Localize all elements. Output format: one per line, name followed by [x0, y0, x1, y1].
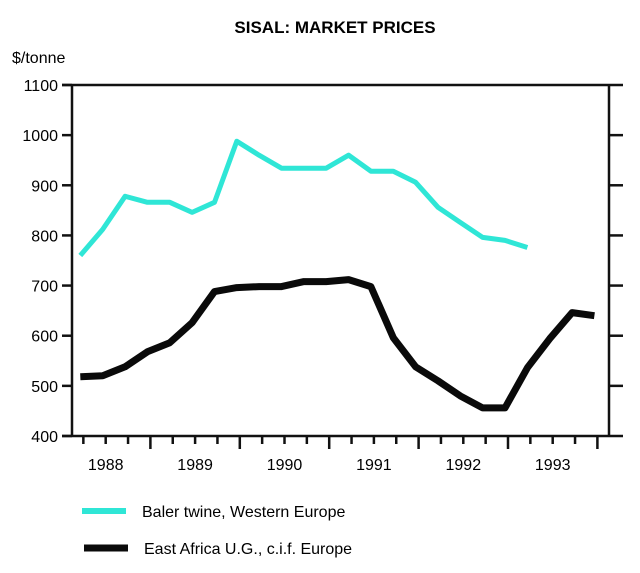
x-tick-label: 1993 [535, 457, 571, 474]
series-lines [78, 138, 595, 412]
y-tick-label: 1000 [22, 128, 58, 145]
y-tick-label: 400 [31, 429, 58, 446]
x-tick-label: 1992 [446, 457, 482, 474]
y-tick-label: 700 [31, 279, 58, 296]
y-tick-label: 900 [31, 178, 58, 195]
y-ticks: 400 500 600 700 800 900 1000 1100 [22, 78, 623, 446]
legend-label-east-africa: East Africa U.G., c.i.f. Europe [144, 541, 352, 558]
chart-title: SISAL: MARKET PRICES [234, 18, 435, 37]
x-ticks: 1988 1989 1990 1991 1992 1993 [82, 436, 599, 474]
legend: Baler twine, Western Europe East Africa … [82, 504, 352, 558]
y-tick-label: 600 [31, 329, 58, 346]
y-tick-label: 500 [31, 379, 58, 396]
y-axis-label: $/tonne [12, 50, 65, 67]
legend-label-baler-twine: Baler twine, Western Europe [142, 504, 345, 521]
x-tick-label: 1988 [88, 457, 124, 474]
x-tick-label: 1991 [356, 457, 392, 474]
y-tick-label: 800 [31, 228, 58, 245]
y-tick-label: 1100 [24, 78, 59, 95]
x-tick-label: 1989 [177, 457, 213, 474]
line-east-africa [80, 276, 595, 412]
x-tick-label: 1990 [267, 457, 303, 474]
axes [62, 83, 623, 438]
line-baler-twine [78, 138, 529, 258]
